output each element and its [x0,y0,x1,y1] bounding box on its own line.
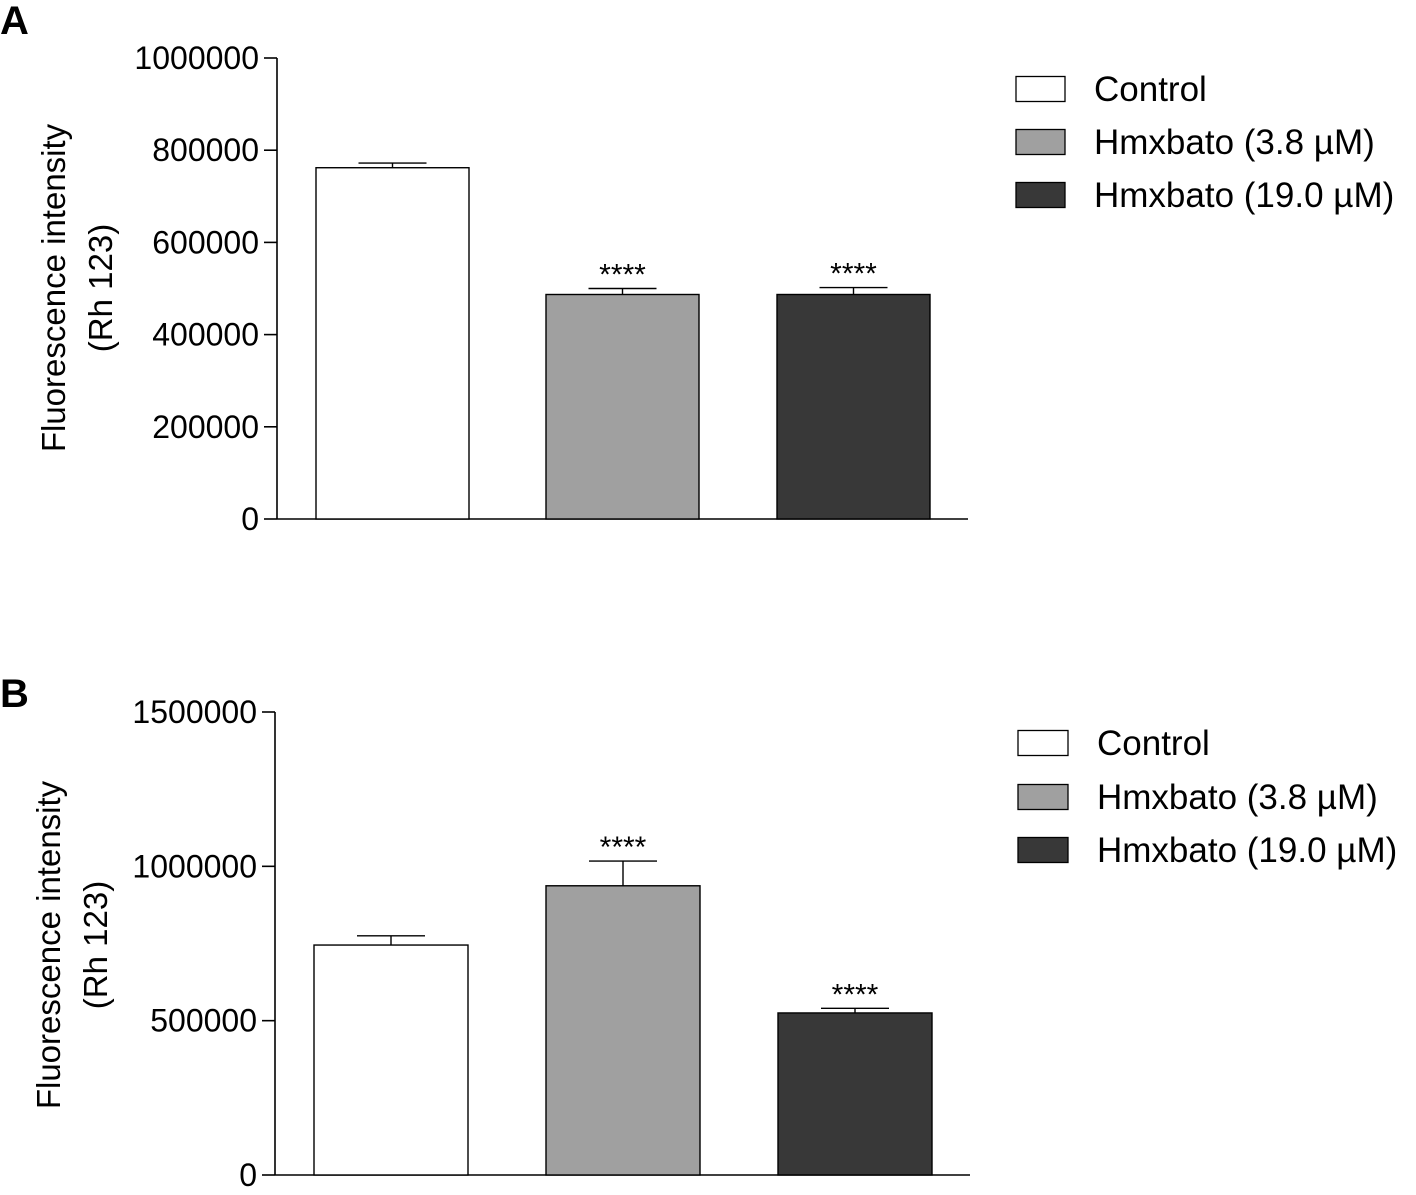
panel-a-legend-swatch-hmxbato-3-8 [1015,128,1066,156]
panel-b-significance-hmxbato-3-8: **** [600,831,647,864]
panel-a-y-axis-title-line1: Fluorescence intensity [35,123,72,452]
panel-a-legend-label-hmxbato-3-8: Hmxbato (3.8 µM) [1094,123,1375,162]
panel-b-legend-label-control: Control [1097,724,1210,763]
panel-b: B Fluorescence intensity (Rh 123) 0 50000… [0,672,1397,1193]
panel-a-y-tick-label: 600000 [152,224,259,260]
panel-b-y-axis-title-line2: (Rh 123) [77,881,114,1009]
panel-b-label: B [0,672,29,716]
panel-b-y-tick-label: 1500000 [132,694,257,730]
panel-b-legend-label-hmxbato-19-0: Hmxbato (19.0 µM) [1097,831,1397,870]
panel-b-bar-hmxbato-3-8 [545,885,701,1176]
panel-a-bar-hmxbato-3-8 [545,293,700,520]
panel-b-y-tick-label: 500000 [150,1003,257,1039]
panel-b-significance-hmxbato-19-0: **** [832,978,879,1011]
panel-a-y-tick-label: 800000 [152,132,259,168]
panel-a-y-axis-title: Fluorescence intensity (Rh 123) [35,123,119,452]
panel-b-y-tick-label: 0 [239,1157,257,1190]
panel-b-bars: **** **** [313,831,933,1176]
panel-a-significance-hmxbato-3-8: **** [599,259,646,292]
panel-b-bar-hmxbato-19-0 [777,1012,933,1176]
panel-a-legend: Control Hmxbato (3.8 µM) Hmxbato (19.0 µM) [1015,70,1394,215]
panel-a-y-tick-label: 200000 [152,409,259,445]
panel-b-legend-swatch-hmxbato-19-0 [1017,836,1069,864]
panel-a-legend-label-control: Control [1094,70,1207,109]
panel-a-significance-hmxbato-19-0: **** [830,258,877,291]
panel-b-y-axis-title: Fluorescence intensity (Rh 123) [30,780,114,1109]
panel-b-legend-label-hmxbato-3-8: Hmxbato (3.8 µM) [1097,778,1378,817]
panel-b-legend-swatch-control [1017,729,1069,757]
panel-a-legend-swatch-hmxbato-19-0 [1015,181,1066,209]
panel-b-legend-swatch-hmxbato-3-8 [1017,783,1069,811]
panel-a-y-tick-label: 400000 [152,317,259,353]
panel-a-legend-label-hmxbato-19-0: Hmxbato (19.0 µM) [1094,176,1394,215]
panel-a-legend-swatch-control [1015,75,1066,103]
panel-b-y-axis-title-line1: Fluorescence intensity [30,780,67,1109]
panel-a-y-axis-title-line2: (Rh 123) [82,224,119,352]
panel-a-label: A [0,0,29,43]
panel-a-bar-hmxbato-19-0 [776,293,931,520]
panel-b-legend: Control Hmxbato (3.8 µM) Hmxbato (19.0 µM) [1017,724,1397,870]
panel-b-y-tick-label: 1000000 [132,848,257,884]
panel-a: A Fluorescence intensity (Rh 123) 0 20000… [0,0,1394,537]
panel-a-y-tick-label: 1000000 [134,40,259,76]
panel-a-bar-control [315,167,470,520]
panel-b-y-ticks: 0 500000 1000000 1500000 [132,694,275,1193]
panel-a-y-ticks: 0 200000 400000 600000 800000 1000000 [134,40,277,537]
panel-a-y-tick-label: 0 [241,501,259,537]
panel-a-bars: **** **** [315,162,931,520]
panel-b-bar-control [313,944,469,1176]
